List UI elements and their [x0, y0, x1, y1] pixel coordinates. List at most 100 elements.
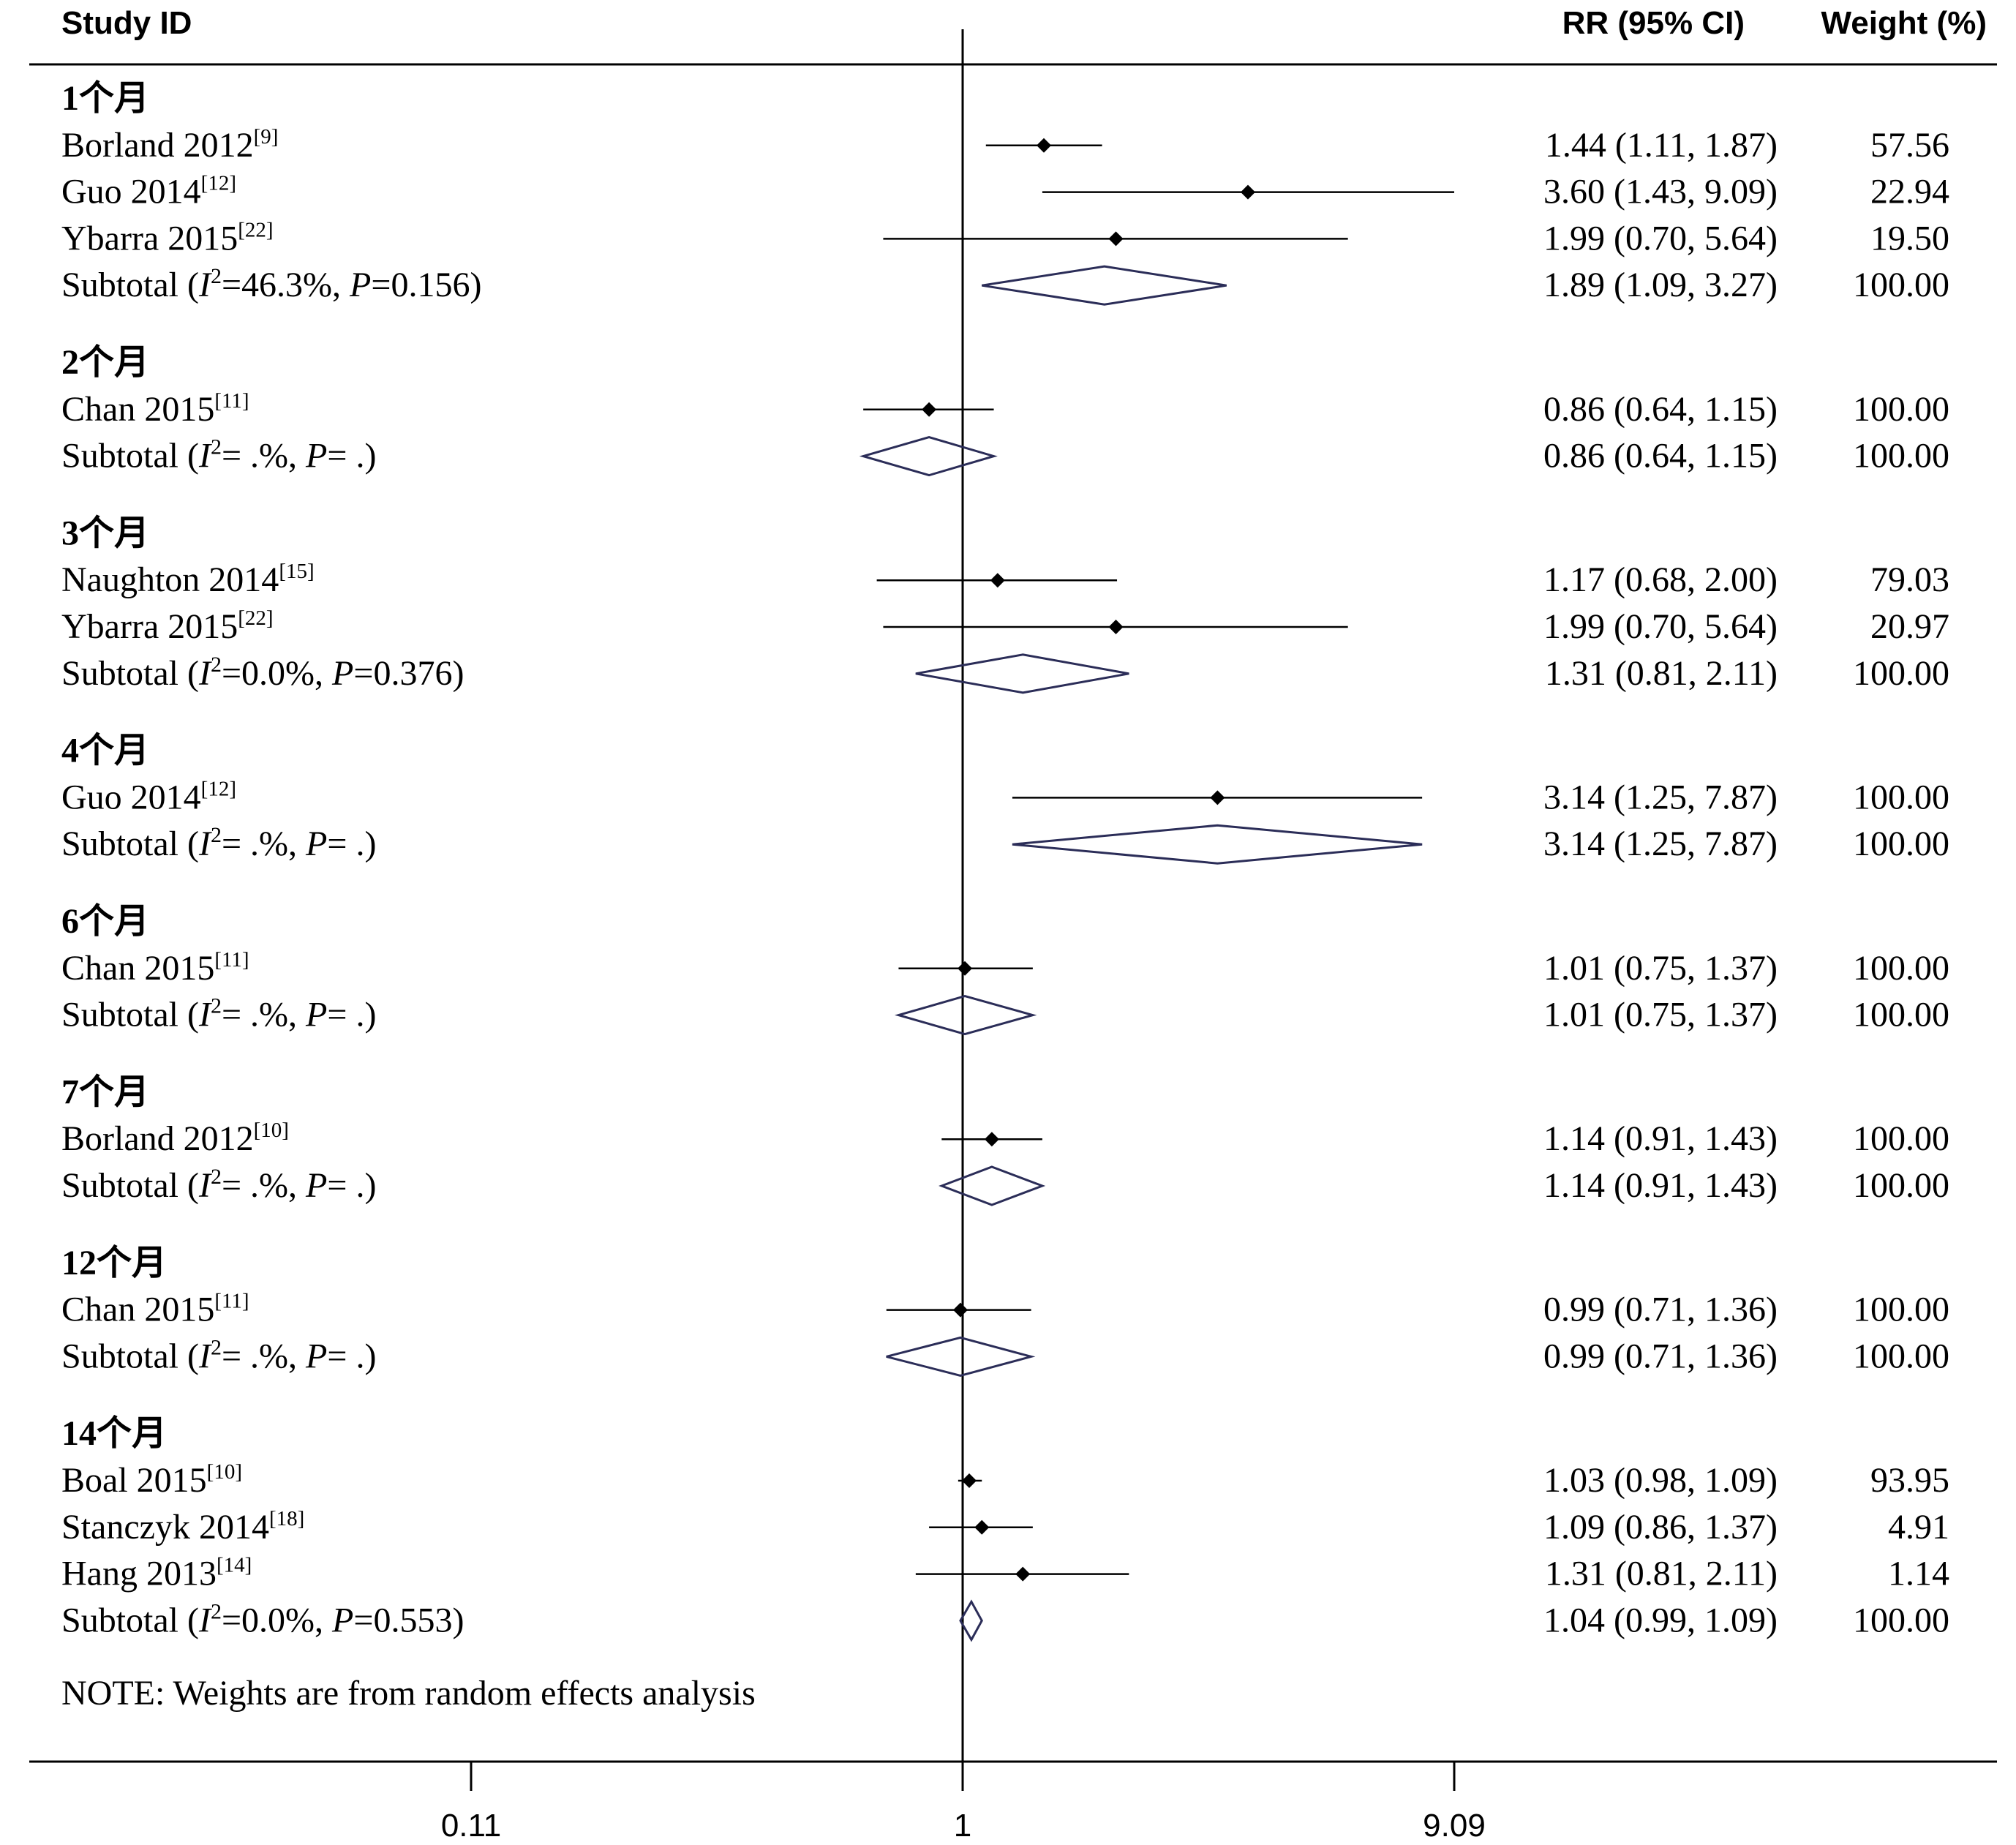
x-tick-label: 0.11 — [441, 1808, 501, 1844]
subtotal-label: Subtotal (I2=0.0%, P=0.553) — [61, 1599, 464, 1639]
weight-value: 100.00 — [1853, 390, 1949, 429]
rr-ci-value: 1.99 (0.70, 5.64) — [1543, 219, 1778, 258]
rr-ci-value: 1.17 (0.68, 2.00) — [1543, 560, 1778, 599]
study-label: Guo 2014[12] — [61, 777, 236, 816]
subtotal-rr-ci: 0.99 (0.71, 1.36) — [1543, 1337, 1778, 1375]
header-study-id: Study ID — [61, 5, 192, 41]
weight-value: 100.00 — [1853, 1119, 1949, 1158]
weight-value: 22.94 — [1870, 173, 1949, 211]
study-label: Naughton 2014[15] — [61, 560, 315, 599]
subtotal-label: Subtotal (I2=0.0%, P=0.376) — [61, 653, 464, 693]
rr-ci-value: 0.86 (0.64, 1.15) — [1543, 390, 1778, 429]
study-label: Borland 2012[10] — [61, 1119, 289, 1158]
rr-ci-value: 1.31 (0.81, 2.11) — [1545, 1555, 1778, 1593]
subtotal-diamond — [1012, 824, 1423, 865]
header-rr-ci: RR (95% CI) — [1562, 5, 1745, 41]
subtotal-label: Subtotal (I2= .%, P= .) — [61, 1165, 376, 1205]
group-label: 3个月 — [61, 514, 149, 552]
rr-ci-value: 3.60 (1.43, 9.09) — [1543, 173, 1778, 211]
study-label: Ybarra 2015[22] — [61, 218, 274, 258]
study-label: Stanczyk 2014[18] — [61, 1507, 304, 1547]
subtotal-rr-ci: 1.14 (0.91, 1.43) — [1543, 1166, 1778, 1205]
study-label: Chan 2015[11] — [61, 948, 249, 988]
subtotal-weight: 100.00 — [1853, 1337, 1949, 1375]
subtotal-diamond — [982, 265, 1227, 306]
subtotal-label: Subtotal (I2= .%, P= .) — [61, 823, 376, 863]
subtotal-weight: 100.00 — [1853, 1601, 1949, 1639]
note-text: NOTE: Weights are from random effects an… — [61, 1674, 756, 1713]
point-estimate — [952, 1302, 968, 1318]
rr-ci-value: 1.44 (1.11, 1.87) — [1545, 126, 1778, 165]
rr-ci-value: 0.99 (0.71, 1.36) — [1543, 1290, 1778, 1329]
study-label: Boal 2015[10] — [61, 1460, 242, 1500]
group-label: 12个月 — [61, 1244, 167, 1282]
subtotal-diamond — [886, 1336, 1036, 1377]
x-tick-label: 9.09 — [1423, 1808, 1486, 1844]
rr-ci-value: 1.99 (0.70, 5.64) — [1543, 607, 1778, 646]
group-label: 7个月 — [61, 1072, 149, 1111]
study-label: Chan 2015[11] — [61, 1290, 249, 1329]
subtotal-diamond — [959, 1599, 983, 1642]
x-axis-ticks: 0.11 1 9.09 — [441, 1762, 1486, 1844]
subtotal-label: Subtotal (I2=46.3%, P=0.156) — [61, 264, 481, 304]
weight-value: 93.95 — [1870, 1461, 1949, 1500]
point-estimate — [958, 961, 973, 976]
point-estimate — [1108, 231, 1124, 247]
point-estimate — [962, 1473, 977, 1488]
group-label: 6个月 — [61, 902, 149, 941]
group-label: 1个月 — [61, 79, 149, 118]
subtotal-rr-ci: 1.04 (0.99, 1.09) — [1543, 1601, 1778, 1639]
subtotal-weight: 100.00 — [1853, 437, 1949, 476]
group-label: 4个月 — [61, 732, 149, 770]
header-weight: Weight (%) — [1821, 5, 1987, 41]
study-label: Ybarra 2015[22] — [61, 606, 274, 646]
rr-ci-value: 1.09 (0.86, 1.37) — [1543, 1508, 1778, 1547]
x-tick-label: 1 — [954, 1808, 971, 1844]
group-label: 14个月 — [61, 1414, 167, 1453]
subtotal-rr-ci: 0.86 (0.64, 1.15) — [1543, 437, 1778, 476]
subtotal-rr-ci: 1.31 (0.81, 2.11) — [1545, 654, 1778, 693]
weight-value: 19.50 — [1870, 219, 1949, 258]
subtotal-weight: 100.00 — [1853, 1166, 1949, 1205]
study-label: Guo 2014[12] — [61, 172, 236, 211]
subtotal-label: Subtotal (I2= .%, P= .) — [61, 1335, 376, 1375]
subtotal-diamond — [939, 1165, 1046, 1206]
point-estimate — [922, 402, 937, 417]
subtotal-label: Subtotal (I2= .%, P= .) — [61, 994, 376, 1034]
rr-ci-value: 1.03 (0.98, 1.09) — [1543, 1461, 1778, 1500]
study-label: Chan 2015[11] — [61, 389, 249, 429]
weight-value: 57.56 — [1870, 126, 1949, 165]
point-estimate — [990, 573, 1005, 588]
point-estimate — [1210, 790, 1225, 805]
weight-value: 20.97 — [1870, 607, 1949, 646]
point-estimate — [1015, 1566, 1031, 1582]
subtotal-diamond — [915, 653, 1129, 694]
point-estimate — [974, 1519, 990, 1535]
group-label: 2个月 — [61, 343, 149, 382]
weight-value: 100.00 — [1853, 1290, 1949, 1329]
point-estimate — [1037, 138, 1052, 153]
forest-rows: 1个月 Borland 2012[9] 1.44 (1.11, 1.87) 57.56… — [61, 79, 1949, 1642]
point-estimate — [984, 1132, 999, 1147]
subtotal-rr-ci: 1.01 (0.75, 1.37) — [1543, 996, 1778, 1034]
rr-ci-value: 1.01 (0.75, 1.37) — [1543, 949, 1778, 988]
subtotal-diamond — [894, 995, 1037, 1036]
subtotal-rr-ci: 3.14 (1.25, 7.87) — [1543, 824, 1778, 863]
weight-value: 79.03 — [1870, 560, 1949, 599]
rr-ci-value: 1.14 (0.91, 1.43) — [1543, 1119, 1778, 1158]
weight-value: 1.14 — [1888, 1555, 1949, 1593]
weight-value: 4.91 — [1888, 1508, 1949, 1547]
subtotal-weight: 100.00 — [1853, 654, 1949, 693]
subtotal-weight: 100.00 — [1853, 824, 1949, 863]
subtotal-weight: 100.00 — [1853, 996, 1949, 1034]
point-estimate — [1241, 184, 1256, 200]
point-estimate — [1108, 620, 1124, 634]
study-label: Borland 2012[9] — [61, 125, 278, 165]
rr-ci-value: 3.14 (1.25, 7.87) — [1543, 778, 1778, 816]
weight-value: 100.00 — [1853, 949, 1949, 988]
subtotal-label: Subtotal (I2= .%, P= .) — [61, 435, 376, 476]
subtotal-rr-ci: 1.89 (1.09, 3.27) — [1543, 266, 1778, 304]
subtotal-diamond — [859, 436, 998, 477]
subtotal-weight: 100.00 — [1853, 266, 1949, 304]
